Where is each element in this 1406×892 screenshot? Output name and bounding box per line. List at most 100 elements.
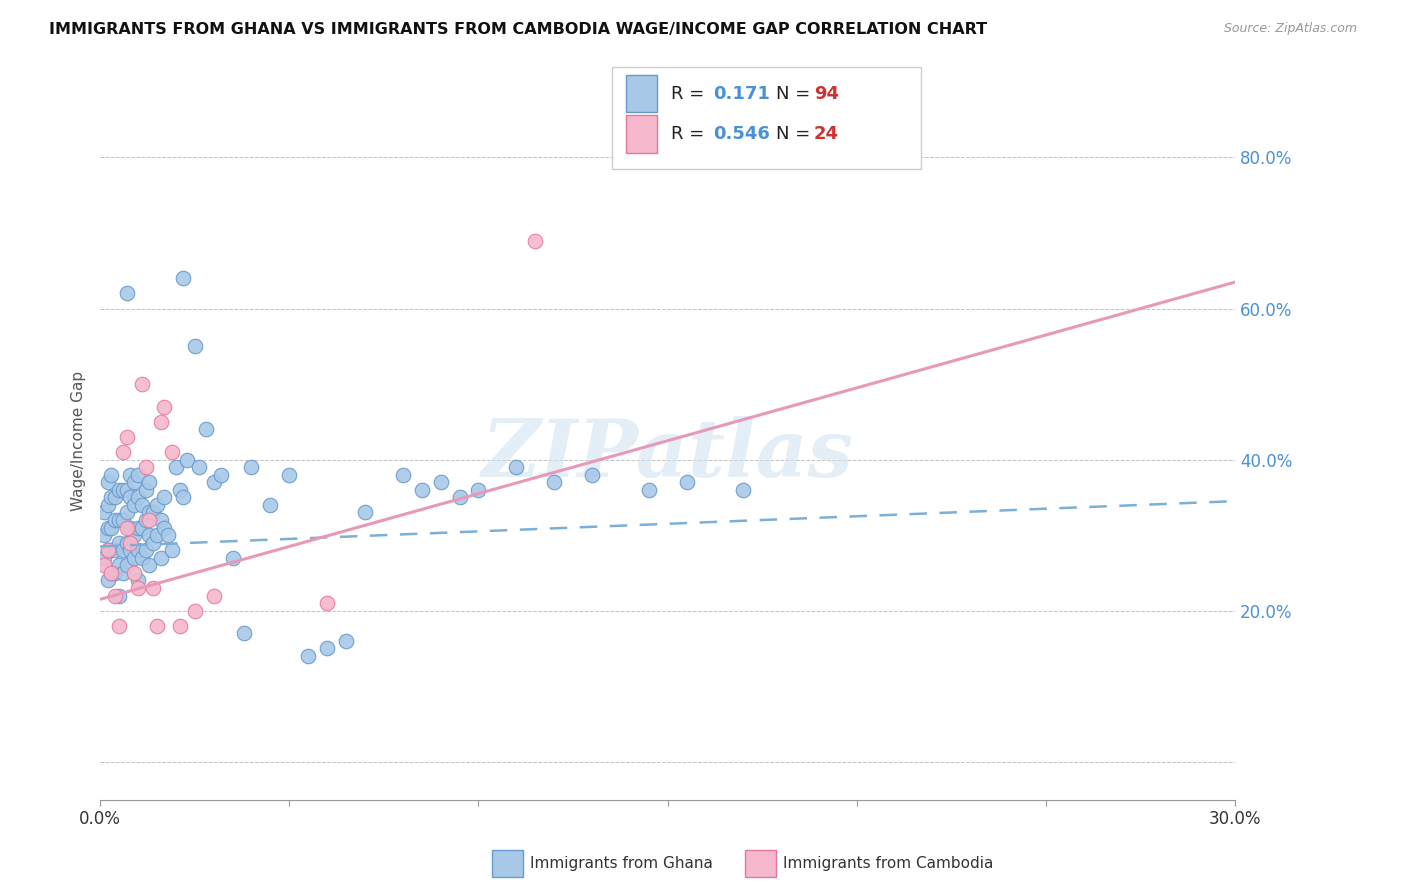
Point: [160, 543, 183, 558]
Text: 0.546: 0.546: [713, 125, 769, 143]
Point: [100, 566, 122, 580]
Point: [131, 520, 153, 534]
Point: [100, 467, 122, 482]
Point: [93, 558, 115, 573]
Point: [104, 589, 127, 603]
Point: [149, 415, 172, 429]
Text: 94: 94: [814, 85, 839, 103]
Point: [93, 506, 115, 520]
Point: [104, 543, 127, 558]
Point: [108, 558, 131, 573]
Point: [183, 604, 205, 618]
Point: [153, 491, 176, 505]
Point: [202, 475, 225, 490]
Point: [392, 467, 415, 482]
Point: [122, 566, 145, 580]
Point: [131, 498, 153, 512]
Text: R =: R =: [671, 85, 710, 103]
Point: [169, 483, 191, 497]
Point: [127, 467, 149, 482]
Point: [97, 543, 120, 558]
Point: [115, 506, 138, 520]
Point: [146, 619, 169, 633]
Point: [259, 498, 281, 512]
Point: [120, 467, 142, 482]
Point: [122, 550, 145, 565]
Point: [122, 528, 145, 542]
Point: [104, 566, 127, 580]
Point: [108, 513, 131, 527]
Point: [108, 589, 131, 603]
Point: [169, 619, 191, 633]
Text: R =: R =: [671, 125, 710, 143]
Point: [127, 581, 149, 595]
Point: [429, 475, 451, 490]
Point: [165, 460, 187, 475]
Point: [637, 483, 659, 497]
Point: [195, 422, 218, 436]
Point: [97, 574, 120, 588]
Point: [411, 483, 433, 497]
Point: [115, 483, 138, 497]
Point: [115, 535, 138, 549]
Point: [153, 400, 176, 414]
Point: [316, 641, 339, 656]
Point: [157, 528, 180, 542]
Point: [240, 460, 263, 475]
Text: 0.171: 0.171: [713, 85, 769, 103]
Point: [100, 491, 122, 505]
Point: [122, 475, 145, 490]
Point: [127, 543, 149, 558]
Point: [209, 467, 232, 482]
Point: [278, 467, 301, 482]
Point: [131, 377, 153, 392]
Point: [108, 619, 131, 633]
Point: [120, 535, 142, 549]
Point: [153, 520, 176, 534]
Point: [138, 513, 160, 527]
Point: [135, 483, 157, 497]
Point: [354, 506, 377, 520]
Point: [122, 498, 145, 512]
Point: [97, 475, 120, 490]
Point: [297, 648, 319, 663]
Point: [335, 633, 357, 648]
Point: [146, 498, 169, 512]
Text: 24: 24: [814, 125, 839, 143]
Point: [733, 483, 755, 497]
Point: [111, 566, 134, 580]
Point: [127, 520, 149, 534]
Point: [146, 528, 169, 542]
Point: [149, 513, 172, 527]
Point: [505, 460, 527, 475]
Point: [120, 491, 142, 505]
Text: Immigrants from Cambodia: Immigrants from Cambodia: [783, 856, 994, 871]
Point: [115, 520, 138, 534]
Point: [138, 528, 160, 542]
Point: [104, 513, 127, 527]
Point: [100, 543, 122, 558]
Point: [581, 467, 603, 482]
Point: [111, 445, 134, 459]
Point: [138, 475, 160, 490]
Point: [316, 596, 339, 610]
Point: [100, 566, 122, 580]
Point: [93, 550, 115, 565]
Point: [183, 339, 205, 353]
Point: [120, 543, 142, 558]
Point: [172, 271, 194, 285]
Point: [176, 452, 198, 467]
Point: [97, 498, 120, 512]
Point: [135, 513, 157, 527]
Text: N =: N =: [776, 85, 815, 103]
Point: [467, 483, 489, 497]
Point: [108, 483, 131, 497]
Point: [449, 491, 471, 505]
Text: ZIPatlas: ZIPatlas: [482, 417, 853, 494]
Point: [138, 558, 160, 573]
Point: [115, 286, 138, 301]
Point: [127, 491, 149, 505]
Point: [111, 543, 134, 558]
Point: [111, 513, 134, 527]
Point: [524, 234, 547, 248]
